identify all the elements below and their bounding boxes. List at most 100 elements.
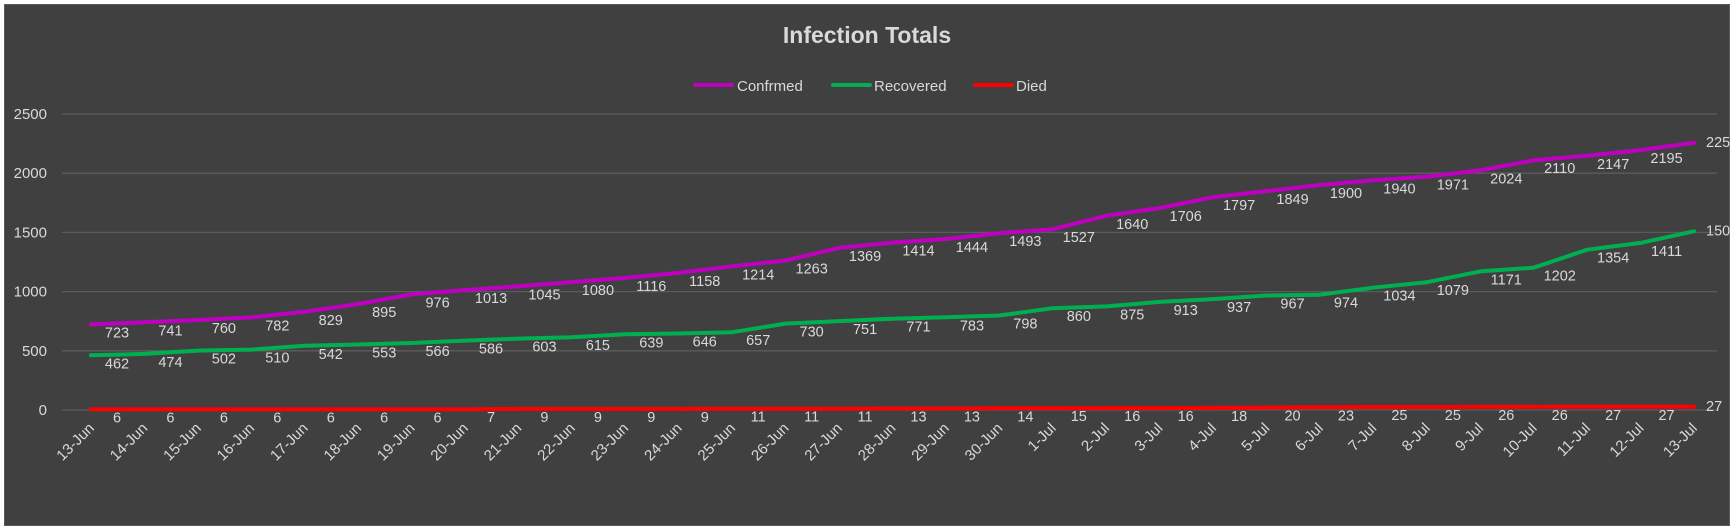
data-label-confrmed: 1527 bbox=[1063, 230, 1095, 246]
data-label-recovered: 603 bbox=[532, 340, 556, 356]
y-tick-label: 0 bbox=[39, 402, 47, 419]
data-label-died: 27 bbox=[1706, 399, 1722, 415]
data-label-recovered: 860 bbox=[1067, 309, 1091, 325]
x-tick-label: 12-Jul bbox=[1606, 420, 1647, 461]
data-label-confrmed: 723 bbox=[105, 325, 129, 341]
data-label-died: 6 bbox=[434, 410, 442, 426]
data-label-died: 13 bbox=[910, 409, 926, 425]
x-tick-label: 13-Jul bbox=[1660, 420, 1701, 461]
data-label-died: 9 bbox=[701, 410, 709, 426]
data-label-recovered: 798 bbox=[1013, 317, 1037, 333]
legend: Confrmed Recovered Died bbox=[693, 78, 1047, 95]
data-label-recovered: 730 bbox=[800, 325, 824, 341]
x-tick-label: 23-Jun bbox=[588, 420, 632, 464]
y-tick-label: 1000 bbox=[14, 284, 47, 301]
x-tick-label: 28-Jun bbox=[855, 420, 899, 464]
data-label-recovered: 646 bbox=[693, 335, 717, 351]
series-line-confrmed bbox=[89, 140, 1696, 327]
legend-item-recovered: Recovered bbox=[831, 78, 947, 95]
data-label-recovered: 913 bbox=[1174, 303, 1198, 319]
data-label-recovered: 1411 bbox=[1651, 244, 1682, 260]
data-label-died: 14 bbox=[1017, 409, 1033, 425]
data-label-recovered: 1079 bbox=[1437, 283, 1469, 299]
legend-label: Recovered bbox=[874, 78, 947, 95]
legend-item-died: Died bbox=[973, 78, 1047, 95]
data-label-recovered: 462 bbox=[105, 356, 129, 372]
data-label-confrmed: 782 bbox=[265, 318, 289, 334]
data-label-recovered: 783 bbox=[960, 318, 984, 334]
x-tick-label: 14-Jun bbox=[107, 420, 151, 464]
data-label-died: 6 bbox=[327, 410, 335, 426]
x-tick-label: 13-Jun bbox=[53, 420, 97, 464]
data-label-died: 26 bbox=[1498, 408, 1514, 424]
data-label-died: 25 bbox=[1445, 408, 1461, 424]
x-tick-label: 18-Jun bbox=[321, 420, 365, 464]
data-label-died: 26 bbox=[1552, 408, 1568, 424]
data-label-confrmed: 1971 bbox=[1437, 178, 1469, 194]
x-tick-label: 20-Jun bbox=[427, 420, 471, 464]
data-label-confrmed: 829 bbox=[319, 313, 343, 329]
data-label-confrmed: 1369 bbox=[849, 249, 881, 265]
x-tick-label: 21-Jun bbox=[481, 420, 525, 464]
data-label-died: 6 bbox=[380, 410, 388, 426]
x-tick-label: 8-Jul bbox=[1399, 420, 1434, 455]
data-label-died: 16 bbox=[1178, 409, 1194, 425]
data-label-confrmed: 1940 bbox=[1383, 181, 1415, 197]
x-tick-label: 24-Jun bbox=[641, 420, 685, 464]
data-label-recovered: 1354 bbox=[1597, 251, 1629, 267]
x-tick-label: 7-Jul bbox=[1345, 420, 1380, 455]
data-label-confrmed: 1045 bbox=[528, 287, 560, 303]
data-label-died: 15 bbox=[1071, 409, 1087, 425]
data-label-confrmed: 895 bbox=[372, 305, 396, 321]
data-label-confrmed: 2257 bbox=[1706, 135, 1731, 151]
data-label-recovered: 1202 bbox=[1544, 269, 1576, 285]
x-tick-label: 26-Jun bbox=[748, 420, 792, 464]
data-label-confrmed: 1900 bbox=[1330, 186, 1362, 202]
data-label-confrmed: 760 bbox=[212, 321, 236, 337]
data-label-died: 6 bbox=[166, 410, 174, 426]
series-line-recovered bbox=[89, 229, 1696, 358]
x-tick-label: 10-Jul bbox=[1500, 420, 1541, 461]
data-label-died: 6 bbox=[113, 410, 121, 426]
data-label-confrmed: 2110 bbox=[1544, 161, 1575, 177]
data-label-died: 11 bbox=[751, 410, 766, 426]
data-label-confrmed: 1706 bbox=[1170, 209, 1202, 225]
data-label-confrmed: 1849 bbox=[1276, 192, 1308, 208]
data-label-died: 7 bbox=[487, 410, 495, 426]
data-label-confrmed: 976 bbox=[425, 295, 449, 311]
y-axis: 0 500 1000 1500 2000 2500 bbox=[14, 106, 47, 419]
data-label-died: 16 bbox=[1124, 409, 1140, 425]
data-label-died: 20 bbox=[1284, 409, 1300, 425]
data-label-recovered: 510 bbox=[265, 351, 289, 367]
x-tick-label: 29-Jun bbox=[908, 420, 952, 464]
data-label-confrmed: 1797 bbox=[1223, 198, 1255, 214]
x-tick-label: 25-Jun bbox=[695, 420, 739, 464]
data-label-recovered: 1509 bbox=[1706, 223, 1731, 239]
data-label-confrmed: 1444 bbox=[956, 240, 988, 256]
data-label-died: 18 bbox=[1231, 409, 1247, 425]
data-label-recovered: 967 bbox=[1280, 297, 1304, 313]
x-tick-label: 22-Jun bbox=[534, 420, 578, 464]
series-line-died bbox=[89, 404, 1696, 412]
data-label-died: 11 bbox=[858, 410, 873, 426]
chart-title: Infection Totals bbox=[783, 22, 951, 48]
data-label-confrmed: 1080 bbox=[582, 283, 614, 299]
data-label-recovered: 771 bbox=[906, 320, 930, 336]
data-label-recovered: 974 bbox=[1334, 296, 1358, 312]
y-tick-label: 2000 bbox=[14, 165, 47, 182]
data-label-recovered: 566 bbox=[425, 344, 449, 360]
x-tick-label: 6-Jul bbox=[1292, 420, 1327, 455]
data-label-confrmed: 2024 bbox=[1490, 171, 1522, 187]
data-label-confrmed: 1414 bbox=[902, 244, 934, 260]
data-label-recovered: 1171 bbox=[1491, 272, 1522, 288]
data-label-confrmed: 1116 bbox=[636, 279, 666, 295]
data-label-recovered: 502 bbox=[212, 352, 236, 368]
data-label-confrmed: 1263 bbox=[796, 261, 828, 277]
x-tick-label: 5-Jul bbox=[1238, 420, 1273, 455]
series-lines bbox=[89, 140, 1696, 412]
legend-item-confrmed: Confrmed bbox=[693, 78, 803, 95]
y-tick-label: 500 bbox=[22, 343, 47, 360]
legend-label: Died bbox=[1016, 78, 1047, 95]
data-label-died: 9 bbox=[647, 410, 655, 426]
